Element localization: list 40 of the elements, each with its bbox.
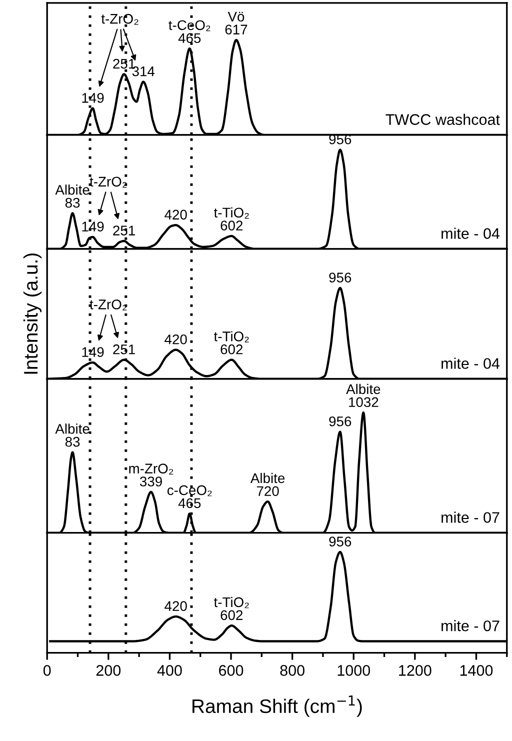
annotation: 420 [164,210,187,220]
annotation: t-TiO₂ 602 [214,596,249,620]
x-tick-label: 200 [96,665,121,676]
annotation: 956 [329,416,352,426]
x-tick-label: 1400 [460,665,493,676]
x-tick-label: 800 [280,665,304,676]
x-axis-title: Raman Shift (cm$^{−1}$) [192,696,362,717]
annotation: Vö 617 [225,12,248,34]
annotation: c-CeO₂ 465 [167,485,212,508]
annotation: t-CeO₂ 465 [168,20,210,44]
annotation: 420 [164,334,187,344]
annotation: t-TiO₂ 602 [214,331,249,354]
series-label: mite - 04 [442,228,500,239]
annotation: t-ZrO₂ [90,176,127,188]
series-label: mite - 07 [442,512,500,523]
annotation: 149 [82,347,104,357]
annotation: Albite 1032 [346,384,380,408]
annotation: 956 [329,536,352,546]
annotation: Albite 720 [250,472,285,496]
annotation: t-TiO₂ 602 [214,207,249,231]
annotation: Albite 83 [55,184,90,208]
annotation: 251 [113,344,135,354]
text: t-ZrO₂ [101,14,138,25]
series-label: mite - 04 [442,358,500,369]
annotation: 149 [82,222,104,232]
series-label: mite - 07 [442,620,500,632]
x-tick-label: 0 [43,665,51,676]
annotation: 956 [329,272,352,282]
annotation: 251 [113,226,135,236]
x-tick-label: 400 [157,665,182,676]
annotation: 149 [82,92,104,103]
annotation: t-ZrO₂ [90,300,127,310]
x-tick-label: 1200 [399,665,432,676]
x-tick-label: 1000 [338,665,370,676]
y-axis-title: Intensity (a.u.) [23,254,42,374]
x-tick-label: 600 [219,665,244,676]
annotation: 420 [164,601,187,612]
series-label: TWCC washcoat [386,114,500,125]
annotation: Albite 83 [55,424,90,447]
annotation: m-ZrO₂ 339 [129,464,174,486]
